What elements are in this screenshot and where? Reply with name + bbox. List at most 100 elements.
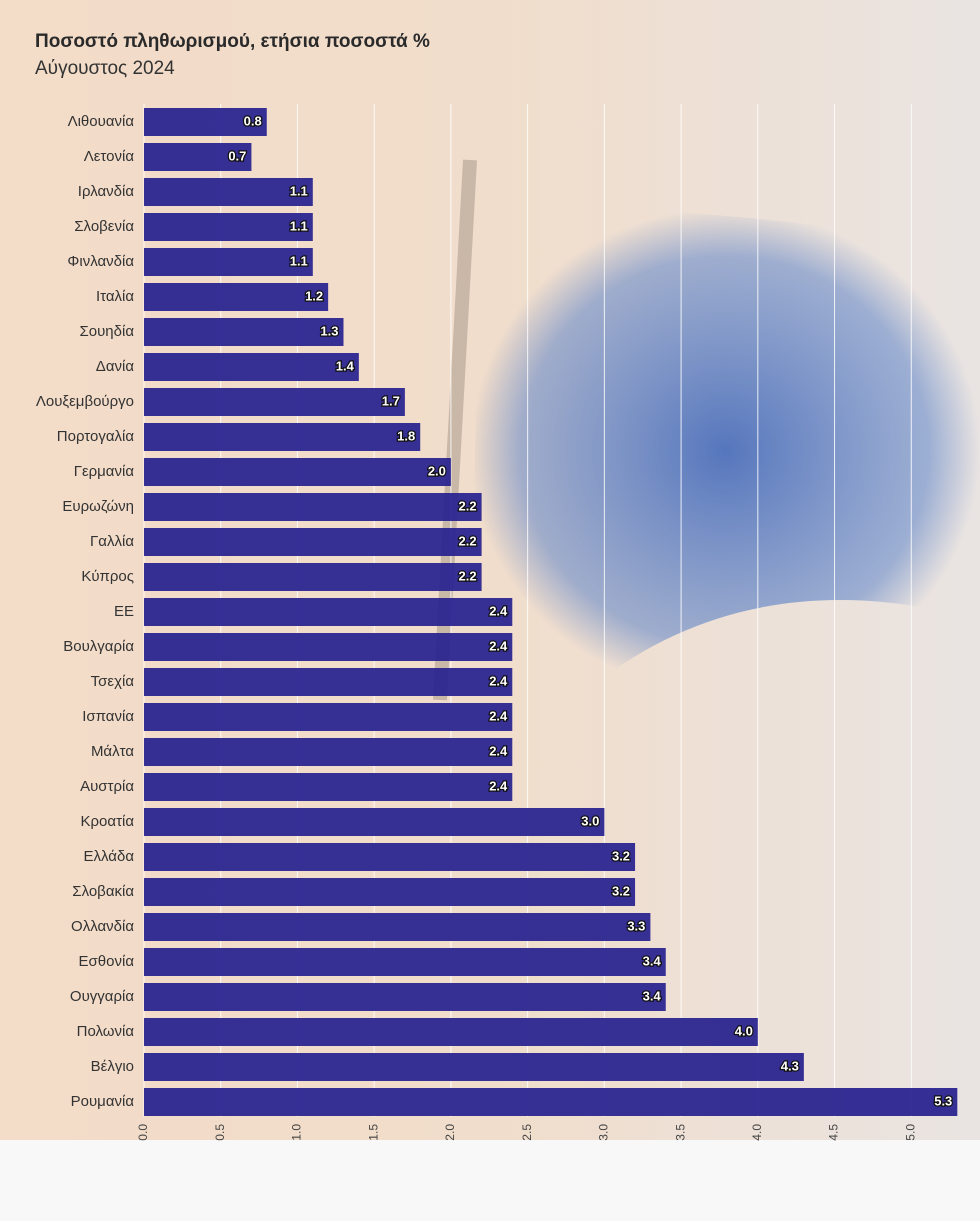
value-label: 0.8: [244, 113, 262, 128]
y-tick-label: Ισπανία: [82, 708, 134, 725]
x-tick-label: 1.0: [290, 1124, 304, 1141]
y-tick-label: ΕΕ: [114, 603, 134, 620]
y-tick-label: Εσθονία: [79, 953, 135, 970]
x-tick-label: 0.5: [213, 1124, 227, 1141]
bar: [144, 633, 513, 661]
bar: [144, 423, 421, 451]
y-tick-label: Γαλλία: [90, 533, 134, 550]
bar: [144, 248, 313, 276]
bar: [144, 773, 513, 801]
y-tick-label: Αυστρία: [80, 778, 134, 795]
y-tick-label: Τσεχία: [91, 673, 135, 690]
value-label: 3.3: [627, 918, 645, 933]
x-tick-label: 4.0: [750, 1124, 764, 1141]
bar: [144, 528, 482, 556]
bar: [144, 318, 344, 346]
y-tick-label: Ιρλανδία: [78, 183, 135, 200]
bar: [144, 983, 666, 1011]
flag-decoration: [470, 208, 980, 694]
y-tick-label: Κύπρος: [81, 568, 134, 585]
chart-title: Ποσοστό πληθωρισμού, ετήσια ποσοστά %: [35, 31, 430, 52]
value-label: 4.0: [735, 1023, 753, 1038]
x-tick-label: 3.5: [673, 1124, 687, 1141]
bar: [144, 598, 513, 626]
y-tick-label: Λιθουανία: [68, 113, 135, 130]
value-label: 1.8: [397, 428, 415, 443]
value-label: 2.4: [489, 778, 508, 793]
bars: Λιθουανία 0.8 Λετονία 0.7 Ιρλανδία 1.1 Σλοβενί…: [36, 108, 958, 1116]
y-tick-label: Ρουμανία: [71, 1093, 135, 1110]
y-tick-label: Βέλγιο: [91, 1058, 134, 1075]
value-label: 3.4: [643, 953, 662, 968]
bar: [144, 1018, 758, 1046]
value-label: 3.2: [612, 848, 630, 863]
bar: [144, 948, 666, 976]
value-label: 2.4: [489, 603, 508, 618]
bar: [144, 353, 359, 381]
y-tick-label: Λετονία: [84, 148, 135, 165]
value-label: 2.4: [489, 708, 508, 723]
value-label: 1.3: [320, 323, 338, 338]
bar: [144, 843, 636, 871]
value-label: 5.3: [934, 1093, 952, 1108]
value-label: 2.2: [459, 498, 477, 513]
x-tick-label: 2.5: [520, 1124, 534, 1141]
value-label: 1.7: [382, 393, 400, 408]
y-tick-label: Ολλανδία: [71, 918, 134, 935]
y-tick-label: Ουγγαρία: [70, 988, 134, 1005]
value-label: 1.4: [336, 358, 355, 373]
bar: [144, 143, 252, 171]
y-tick-label: Σλοβενία: [74, 218, 134, 235]
value-label: 3.4: [643, 988, 662, 1003]
chart-subtitle: Αύγουστος 2024: [35, 58, 175, 79]
bar: [144, 703, 513, 731]
y-tick-label: Ιταλία: [96, 288, 134, 305]
bar: [144, 738, 513, 766]
y-tick-label: Σουηδία: [79, 323, 134, 340]
value-label: 2.2: [459, 533, 477, 548]
value-label: 2.4: [489, 673, 508, 688]
bar: [144, 1053, 804, 1081]
y-tick-label: Ελλάδα: [84, 848, 135, 865]
bar: [144, 388, 405, 416]
bar: [144, 178, 313, 206]
y-tick-label: Σλοβακία: [72, 883, 134, 900]
y-tick-label: Βουλγαρία: [63, 638, 134, 655]
y-tick-label: Πολωνία: [77, 1023, 135, 1040]
value-label: 4.3: [781, 1058, 799, 1073]
bar: [144, 808, 605, 836]
bar: [144, 108, 267, 136]
y-tick-label: Λουξεμβούργο: [36, 393, 134, 410]
bar: [144, 668, 513, 696]
value-label: 3.0: [581, 813, 599, 828]
y-tick-label: Φινλανδία: [67, 253, 134, 270]
value-label: 3.2: [612, 883, 630, 898]
value-label: 0.7: [228, 148, 246, 163]
y-tick-label: Γερμανία: [74, 463, 135, 480]
value-label: 2.2: [459, 568, 477, 583]
bar: [144, 878, 636, 906]
value-label: 1.2: [305, 288, 323, 303]
bar: [144, 213, 313, 241]
y-tick-label: Ευρωζώνη: [62, 498, 134, 515]
x-tick-label: 0.0: [136, 1124, 150, 1141]
value-label: 2.0: [428, 463, 446, 478]
x-tick-label: 4.5: [827, 1124, 841, 1141]
y-tick-label: Πορτογαλία: [57, 428, 135, 445]
y-tick-label: Κροατία: [81, 813, 135, 830]
bar: [144, 493, 482, 521]
y-tick-label: Μάλτα: [91, 743, 134, 760]
x-tick-label: 5.0: [903, 1124, 917, 1141]
x-tick-label: 2.0: [443, 1124, 457, 1141]
bar: [144, 913, 651, 941]
x-tick-label: 1.5: [366, 1124, 380, 1141]
bar: [144, 1088, 958, 1116]
bar: [144, 458, 451, 486]
bar: [144, 563, 482, 591]
value-label: 2.4: [489, 638, 508, 653]
value-label: 1.1: [290, 218, 308, 233]
value-label: 1.1: [290, 253, 308, 268]
value-label: 2.4: [489, 743, 508, 758]
